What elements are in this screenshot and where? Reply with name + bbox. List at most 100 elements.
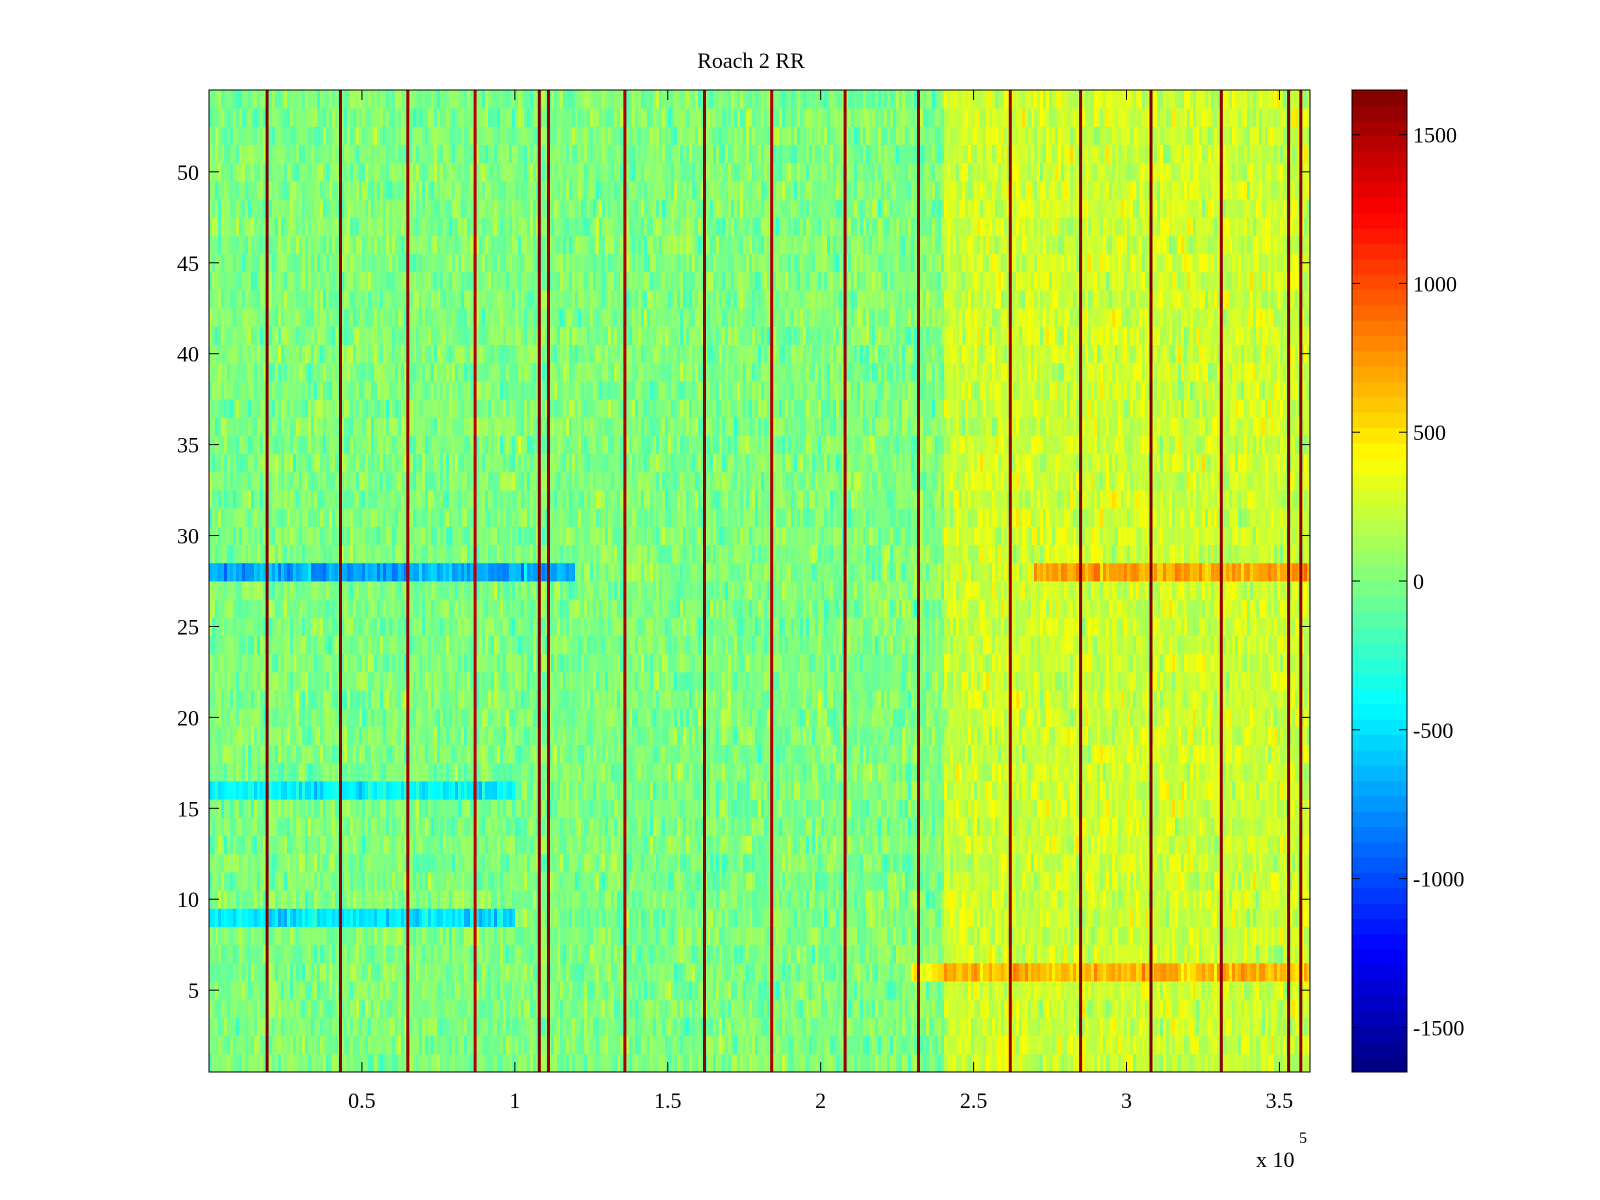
heatmap-cell: [1022, 1035, 1026, 1055]
heatmap-cell: [902, 962, 906, 982]
heatmap-cell: [962, 981, 966, 1000]
heatmap-cell: [740, 1035, 744, 1055]
heatmap-cell: [248, 1035, 252, 1055]
heatmap-cell: [1043, 853, 1047, 873]
heatmap-cell: [1070, 1035, 1074, 1055]
heatmap-cell: [365, 926, 369, 946]
heatmap-cell: [518, 981, 522, 1000]
heatmap-cell: [674, 817, 678, 836]
heatmap-cell: [719, 890, 723, 909]
heatmap-cell: [302, 962, 306, 982]
heatmap-cell: [377, 853, 381, 873]
heatmap-cell: [677, 981, 681, 1000]
heatmap-cell: [287, 944, 291, 964]
heatmap-cell: [554, 871, 558, 891]
heatmap-cell: [212, 908, 216, 927]
heatmap-cell: [788, 1017, 792, 1037]
heatmap-cell: [1241, 908, 1245, 927]
heatmap-cell: [815, 999, 819, 1018]
heatmap-cell: [1013, 871, 1017, 891]
heatmap-cell: [746, 890, 750, 909]
heatmap-cell: [380, 1053, 384, 1073]
heatmap-cell: [818, 926, 822, 946]
heatmap-cell: [755, 1035, 759, 1055]
heatmap-cell: [569, 908, 573, 927]
heatmap-cell: [794, 944, 798, 964]
heatmap-cell: [701, 908, 705, 927]
heatmap-cell: [1166, 981, 1170, 1000]
heatmap-cell: [1103, 835, 1107, 855]
heatmap-cell: [1130, 981, 1134, 1000]
heatmap-cell: [452, 835, 456, 855]
heatmap-cell: [404, 853, 408, 873]
heatmap-cell: [269, 1017, 273, 1037]
heatmap-cell: [998, 1017, 1002, 1037]
heatmap-cell: [563, 962, 567, 982]
heatmap-cell: [1112, 944, 1116, 964]
heatmap-cell: [689, 835, 693, 855]
heatmap-cell: [1106, 981, 1110, 1000]
heatmap-cell: [1232, 835, 1236, 855]
heatmap-cell: [719, 871, 723, 891]
heatmap-cell: [956, 999, 960, 1018]
heatmap-cell: [293, 890, 297, 909]
heatmap-cell: [245, 1017, 249, 1037]
heatmap-cell: [923, 853, 927, 873]
heatmap-cell: [809, 1017, 813, 1037]
heatmap-cell: [1157, 1017, 1161, 1037]
heatmap-cell: [512, 926, 516, 946]
heatmap-cell: [602, 981, 606, 1000]
heatmap-cell: [1085, 981, 1089, 1000]
heatmap-cell: [1112, 871, 1116, 891]
heatmap-cell: [797, 999, 801, 1018]
heatmap-cell: [890, 871, 894, 891]
heatmap-cell: [1226, 944, 1230, 964]
heatmap-cell: [836, 999, 840, 1018]
heatmap-cell: [701, 853, 705, 873]
heatmap-cell: [314, 817, 318, 836]
heatmap-cell: [458, 871, 462, 891]
heatmap-cell: [827, 962, 831, 982]
heatmap-cell: [524, 1035, 528, 1055]
heatmap-cell: [674, 890, 678, 909]
heatmap-cell: [1268, 1053, 1272, 1073]
heatmap-cell: [608, 853, 612, 873]
heatmap-cell: [710, 817, 714, 836]
heatmap-cell: [665, 981, 669, 1000]
heatmap-cell: [1217, 1053, 1221, 1073]
heatmap-cell: [335, 1017, 339, 1037]
heatmap-cell: [1109, 999, 1113, 1018]
heatmap-cell: [1145, 1053, 1149, 1073]
heatmap-cell: [527, 853, 531, 873]
heatmap-cell: [461, 981, 465, 1000]
heatmap-cell: [1055, 1053, 1059, 1073]
heatmap-cell: [857, 981, 861, 1000]
heatmap-cell: [1133, 908, 1137, 927]
heatmap-cell: [959, 999, 963, 1018]
heatmap-cell: [869, 908, 873, 927]
heatmap-cell: [1166, 944, 1170, 964]
heatmap-cell: [938, 853, 942, 873]
heatmap-cell: [1133, 1017, 1137, 1037]
heatmap-cell: [605, 944, 609, 964]
heatmap-cell: [596, 1035, 600, 1055]
heatmap-cell: [1232, 999, 1236, 1018]
heatmap-cell: [1253, 1035, 1257, 1055]
heatmap-cell: [767, 926, 771, 946]
heatmap-cell: [452, 944, 456, 964]
heatmap-cell: [983, 871, 987, 891]
heatmap-cell: [578, 1053, 582, 1073]
heatmap-cell: [674, 1053, 678, 1073]
heatmap-cell: [1163, 1017, 1167, 1037]
heatmap-cell: [260, 817, 264, 836]
heatmap-cell: [881, 962, 885, 982]
heatmap-cell: [1280, 981, 1284, 1000]
heatmap-cell: [1199, 871, 1203, 891]
heatmap-cell: [581, 999, 585, 1018]
heatmap-cell: [563, 890, 567, 909]
heatmap-cell: [1259, 981, 1263, 1000]
heatmap-cell: [551, 1017, 555, 1037]
heatmap-cell: [680, 835, 684, 855]
heatmap-cell: [974, 1053, 978, 1073]
heatmap-cell: [257, 908, 261, 927]
